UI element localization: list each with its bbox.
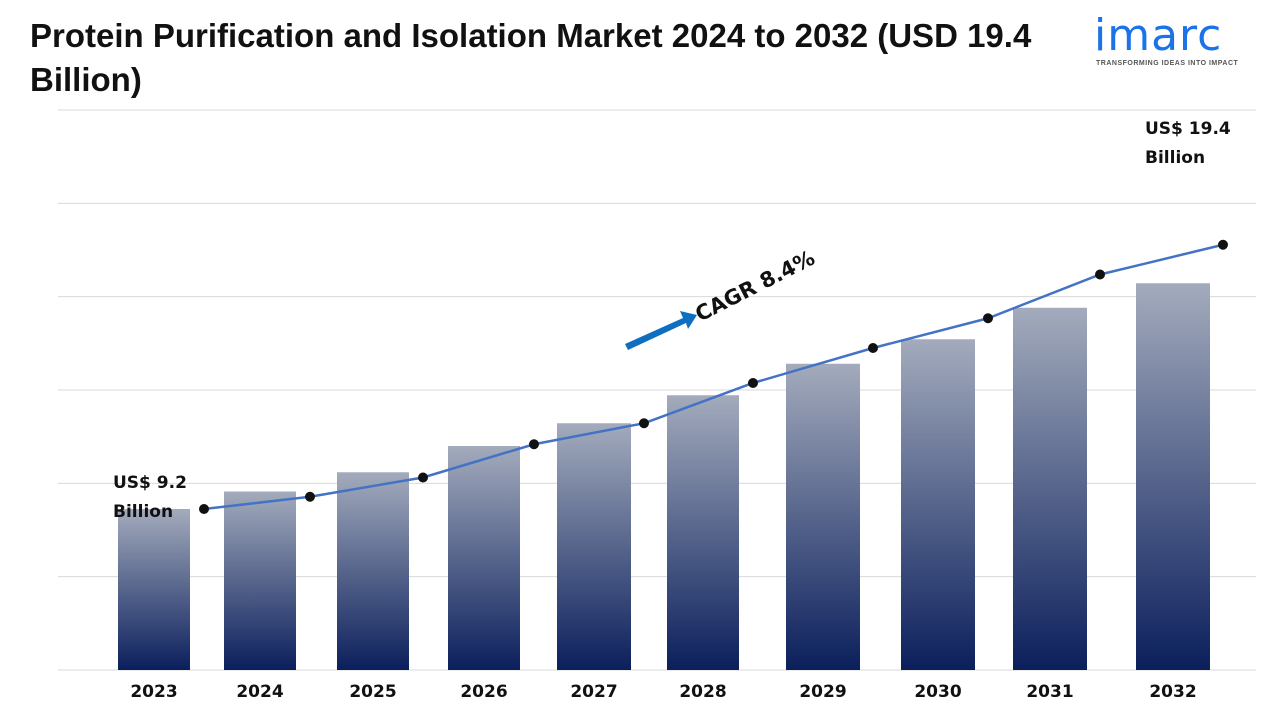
logo-wordmark: imarc <box>1094 10 1223 61</box>
x-tick-label: 2031 <box>1026 682 1073 702</box>
trend-point-2030 <box>983 313 993 324</box>
bars <box>118 283 1210 670</box>
x-axis-ticks: 2023 2024 2025 2026 2027 2028 2029 2030 2031 2032 <box>130 682 1196 702</box>
x-tick-label: 2023 <box>130 682 177 702</box>
x-tick-label: 2030 <box>914 682 961 702</box>
bar-2029 <box>786 363 860 670</box>
trend-point-2023 <box>199 504 209 514</box>
bar-2023 <box>118 509 190 670</box>
imarc-logo: imarc TRANSFORMING IDEAS INTO IMPACT <box>1094 10 1264 76</box>
value-annotation-2023: US$ 9.2 <box>113 473 187 493</box>
bar-2031 <box>1013 307 1087 670</box>
bar-2028 <box>667 395 739 670</box>
value-annotation-2032: US$ 19.4 <box>1145 119 1231 139</box>
trend-point-2027 <box>639 418 649 429</box>
trend-point-2024 <box>305 491 315 502</box>
trend-point-2032 <box>1218 239 1228 250</box>
x-tick-label: 2026 <box>460 682 507 702</box>
x-tick-label: 2029 <box>799 682 846 702</box>
x-tick-label: 2025 <box>349 682 396 702</box>
bar-2026 <box>448 446 520 670</box>
bar-2027 <box>557 423 631 670</box>
bar-2024 <box>224 491 296 670</box>
trend-point-2031 <box>1095 269 1105 280</box>
x-tick-label: 2027 <box>570 682 617 702</box>
cagr-arrow-icon <box>625 311 697 350</box>
cagr-label: CAGR 8.4% <box>691 246 818 327</box>
bar-2030 <box>901 339 975 670</box>
trend-point-2029 <box>868 343 878 353</box>
bar-2025 <box>337 472 409 670</box>
trend-point-2028 <box>748 378 758 388</box>
trend-line-path <box>203 243 1224 511</box>
x-tick-label: 2024 <box>236 682 283 702</box>
annotations: US$ 9.2 Billion US$ 19.4 Billion <box>113 119 1231 522</box>
trend-point-2026 <box>529 439 539 450</box>
trend-line <box>199 239 1228 514</box>
value-annotation-unit-2032: Billion <box>1145 148 1205 168</box>
bar-2032 <box>1136 283 1210 670</box>
value-annotation-unit-2023: Billion <box>113 502 173 522</box>
logo-tagline: TRANSFORMING IDEAS INTO IMPACT <box>1096 60 1239 67</box>
x-tick-label: 2032 <box>1149 682 1196 702</box>
cagr-callout: CAGR 8.4% <box>625 246 819 350</box>
chart-title: Protein Purification and Isolation Marke… <box>30 17 1032 98</box>
trend-point-2025 <box>418 472 428 483</box>
x-tick-label: 2028 <box>679 682 726 702</box>
